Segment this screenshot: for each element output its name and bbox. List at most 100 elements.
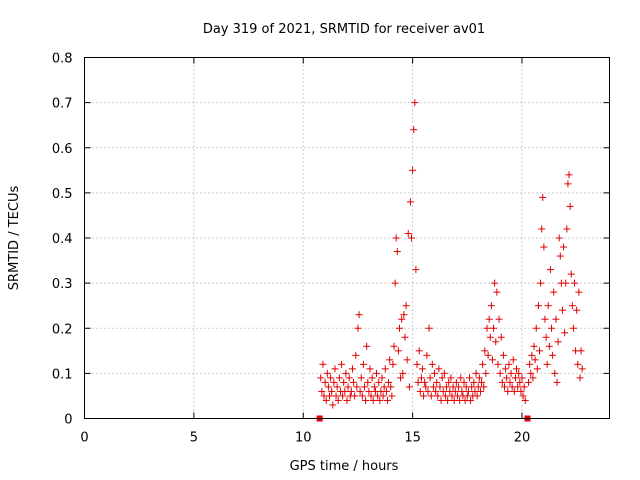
data-point [343, 396, 351, 404]
data-point [347, 387, 355, 395]
data-point [382, 387, 390, 395]
data-point [436, 383, 444, 391]
data-point [573, 306, 581, 314]
data-point [492, 338, 500, 346]
data-point [380, 383, 388, 391]
data-point [400, 311, 408, 319]
data-point [552, 315, 560, 323]
x-tick-label: 15 [404, 431, 421, 446]
data-point [521, 396, 529, 404]
data-point [366, 365, 374, 373]
data-point [455, 383, 463, 391]
data-point [321, 378, 329, 386]
x-axis-label: GPS time / hours [290, 459, 399, 474]
data-point [481, 347, 489, 355]
data-point [415, 347, 423, 355]
data-point [435, 365, 443, 373]
data-point [369, 396, 377, 404]
data-point [539, 193, 547, 201]
data-point [578, 365, 586, 373]
data-point [423, 351, 431, 359]
data-point [510, 387, 518, 395]
data-point [361, 383, 368, 391]
y-tick-label: 0.7 [52, 97, 73, 112]
y-tick-label: 0.1 [52, 367, 73, 382]
data-point [335, 374, 343, 382]
data-point [406, 198, 414, 206]
data-point [540, 243, 548, 251]
data-point [332, 392, 340, 400]
data-point [534, 302, 542, 310]
data-point [488, 356, 496, 364]
data-point [516, 378, 524, 386]
data-point [479, 360, 487, 368]
data-point [363, 342, 371, 350]
data-point [383, 396, 391, 404]
data-point [545, 342, 553, 350]
data-point [428, 360, 436, 368]
data-point [351, 392, 359, 400]
data-point [468, 383, 476, 391]
y-tick-label: 0.4 [52, 232, 73, 247]
x-tick-label: 0 [80, 431, 88, 446]
data-point [537, 279, 545, 287]
data-point [425, 324, 433, 332]
x-tick-label: 5 [190, 431, 198, 446]
data-point [353, 383, 361, 391]
data-point [355, 311, 363, 319]
data-point [569, 324, 577, 332]
data-point [527, 369, 535, 377]
data-point [553, 378, 561, 386]
data-point [368, 374, 376, 382]
data-point [398, 315, 406, 323]
data-point [432, 387, 440, 395]
data-point [439, 387, 447, 395]
data-point [571, 279, 578, 287]
data-point [358, 392, 366, 400]
data-point [344, 383, 352, 391]
data-point [413, 360, 421, 368]
data-point [409, 166, 417, 174]
data-point [549, 351, 557, 359]
data-point [342, 369, 350, 377]
y-tick-label: 0.2 [52, 322, 73, 337]
data-point [418, 365, 426, 373]
data-point [364, 378, 372, 386]
data-point [478, 378, 486, 386]
data-point [359, 360, 367, 368]
data-point [574, 360, 582, 368]
data-point [340, 378, 348, 386]
data-point [403, 356, 411, 364]
data-point [333, 383, 341, 391]
data-point [541, 315, 549, 323]
data-point [486, 333, 494, 341]
data-point [554, 338, 562, 346]
data-point [408, 234, 416, 242]
data-point [326, 392, 333, 400]
data-point [511, 374, 519, 382]
data-point [348, 365, 356, 373]
data-point [365, 387, 373, 395]
data-point [498, 378, 506, 386]
data-point [520, 383, 528, 391]
y-tick-label: 0 [64, 413, 72, 428]
data-point [529, 374, 537, 382]
data-point [388, 392, 396, 400]
data-point [367, 392, 375, 400]
data-point [323, 369, 331, 377]
chart-title: Day 319 of 2021, SRMTID for receiver av0… [203, 22, 485, 37]
data-point [440, 369, 448, 377]
data-point [499, 351, 507, 359]
data-point [565, 171, 573, 179]
data-point [354, 324, 362, 332]
data-point [445, 378, 453, 386]
data-point [457, 374, 465, 382]
data-point [334, 396, 342, 404]
data-point [386, 356, 394, 364]
data-point [491, 279, 499, 287]
y-tick-label: 0.5 [52, 187, 73, 202]
data-point [505, 360, 513, 368]
data-point [532, 324, 540, 332]
data-points [317, 99, 586, 409]
data-point [458, 387, 466, 395]
